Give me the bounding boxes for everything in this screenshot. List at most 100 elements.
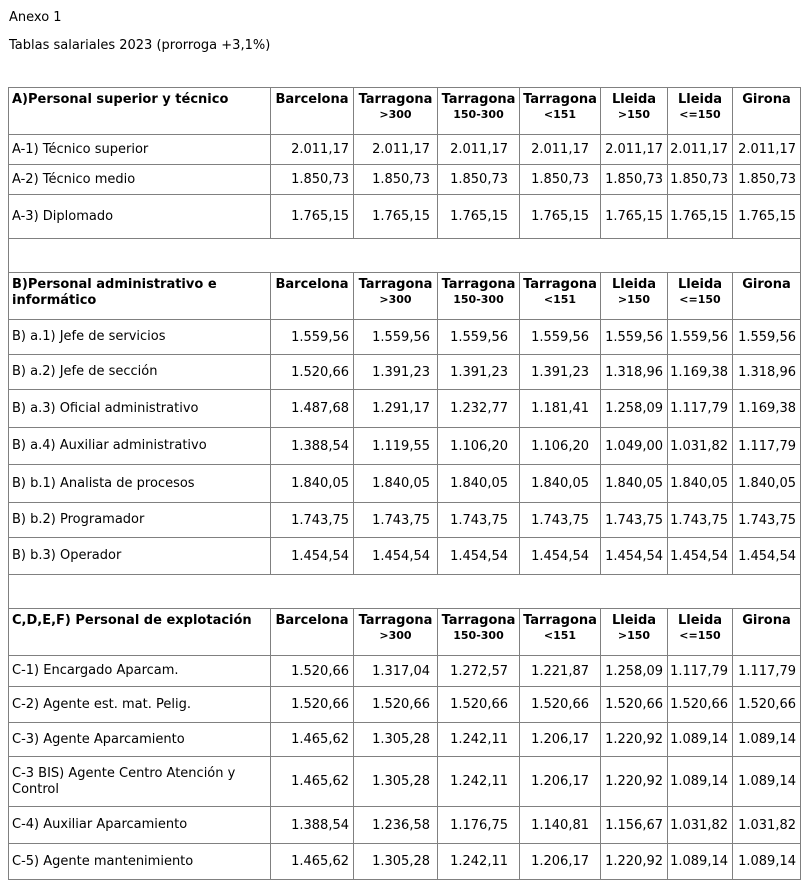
salary-value: 1.258,09: [600, 389, 668, 428]
salary-value: 1.454,54: [270, 537, 354, 575]
salary-value: 1.089,14: [667, 843, 733, 880]
column-subrange: <=150: [679, 108, 721, 121]
row-label: C-5) Agente mantenimiento: [8, 843, 271, 880]
salary-value: 1.291,17: [353, 389, 438, 428]
salary-value: 1.559,56: [270, 319, 354, 355]
column-subrange: <=150: [679, 629, 721, 642]
salary-value: 1.559,56: [667, 319, 733, 355]
column-subrange: <=150: [679, 293, 721, 306]
table-row: A-3) Diplomado 1.765,15 1.765,15 1.765,15 1.…: [8, 194, 801, 239]
column-header: Lleida <=150: [667, 272, 733, 320]
salary-value: 1.520,66: [519, 686, 601, 723]
column-header: Tarragona >300: [353, 87, 438, 135]
salary-table-body: A)Personal superior y técnico Barcelona Ta…: [8, 87, 801, 880]
salary-value: 1.743,75: [600, 502, 668, 538]
column-subrange: >150: [617, 293, 651, 306]
section-title: C,D,E,F) Personal de explotación: [8, 608, 271, 656]
salary-value: 1.031,82: [667, 427, 733, 465]
salary-value: 1.454,54: [353, 537, 438, 575]
salary-value: 1.106,20: [437, 427, 520, 465]
salary-value: 1.559,56: [519, 319, 601, 355]
column-subrange: <151: [543, 293, 577, 306]
salary-value: 1.220,92: [600, 722, 668, 757]
table-row: C-4) Auxiliar Aparcamiento 1.388,54 1.236,…: [8, 806, 801, 844]
salary-value: 1.840,05: [667, 464, 733, 503]
salary-value: 1.391,23: [353, 354, 438, 390]
column-name: Girona: [742, 613, 791, 628]
salary-value: 1.765,15: [519, 194, 601, 239]
salary-value: 1.559,56: [353, 319, 438, 355]
column-header: Tarragona <151: [519, 608, 601, 656]
section-spacer-cell: [8, 574, 801, 609]
salary-value: 1.242,11: [437, 843, 520, 880]
row-label: B) b.3) Operador: [8, 537, 271, 575]
document-subtitle: Tablas salariales 2023 (prorroga +3,1%): [9, 38, 271, 53]
salary-value: 1.559,56: [732, 319, 801, 355]
salary-value: 1.305,28: [353, 843, 438, 880]
table-row: B) a.2) Jefe de sección 1.520,66 1.391,23 1…: [8, 354, 801, 390]
column-name: Lleida: [611, 613, 657, 628]
column-subrange: <151: [543, 629, 577, 642]
column-name: Tarragona: [358, 613, 433, 628]
salary-value: 1.317,04: [353, 655, 438, 687]
row-label: A-2) Técnico medio: [8, 164, 271, 195]
salary-value: 2.011,17: [519, 134, 601, 165]
column-header: Girona: [732, 87, 801, 135]
salary-value: 1.840,05: [600, 464, 668, 503]
salary-value: 1.850,73: [437, 164, 520, 195]
row-label: B) b.1) Analista de procesos: [8, 464, 271, 503]
salary-value: 1.765,15: [270, 194, 354, 239]
salary-value: 1.221,87: [519, 655, 601, 687]
table-row: C-2) Agente est. mat. Pelig. 1.520,66 1.52…: [8, 686, 801, 723]
column-subrange: >150: [617, 629, 651, 642]
column-name: Tarragona: [523, 92, 597, 107]
salary-value: 1.743,75: [732, 502, 801, 538]
salary-value: 1.743,75: [519, 502, 601, 538]
salary-value: 1.206,17: [519, 756, 601, 807]
salary-value: 1.850,73: [600, 164, 668, 195]
column-name: Lleida: [677, 277, 723, 292]
annex-title: Anexo 1: [9, 10, 62, 25]
salary-value: 1.089,14: [732, 843, 801, 880]
salary-value: 1.117,79: [667, 655, 733, 687]
salary-value: 1.119,55: [353, 427, 438, 465]
column-header: Girona: [732, 272, 801, 320]
salary-value: 1.156,67: [600, 806, 668, 844]
salary-value: 1.743,75: [353, 502, 438, 538]
salary-value: 1.242,11: [437, 756, 520, 807]
salary-value: 1.031,82: [732, 806, 801, 844]
table-row: B) b.3) Operador 1.454,54 1.454,54 1.454,54…: [8, 537, 801, 575]
column-name: Tarragona: [441, 92, 516, 107]
salary-value: 2.011,17: [437, 134, 520, 165]
column-subrange: 150-300: [453, 629, 504, 642]
salary-value: 1.089,14: [732, 756, 801, 807]
section-spacer-row: [8, 238, 801, 273]
column-name: Tarragona: [523, 613, 597, 628]
column-subrange: >150: [617, 108, 651, 121]
table-row: C-5) Agente mantenimiento 1.465,62 1.305,2…: [8, 843, 801, 880]
table-row: B) a.1) Jefe de servicios 1.559,56 1.559,5…: [8, 319, 801, 355]
column-name: Tarragona: [358, 277, 433, 292]
salary-value: 1.031,82: [667, 806, 733, 844]
salary-value: 1.520,66: [270, 686, 354, 723]
salary-value: 1.169,38: [732, 389, 801, 428]
salary-value: 1.258,09: [600, 655, 668, 687]
column-header: Tarragona 150-300: [437, 608, 520, 656]
column-subrange: 150-300: [453, 108, 504, 121]
section-spacer-cell: [8, 238, 801, 273]
column-subrange: <151: [543, 108, 577, 121]
row-label: B) b.2) Programador: [8, 502, 271, 538]
salary-value: 1.089,14: [667, 756, 733, 807]
column-header: Tarragona <151: [519, 87, 601, 135]
column-name: Lleida: [677, 92, 723, 107]
salary-value: 1.206,17: [519, 722, 601, 757]
salary-value: 1.049,00: [600, 427, 668, 465]
salary-value: 1.850,73: [519, 164, 601, 195]
table-row: B) b.1) Analista de procesos 1.840,05 1.84…: [8, 464, 801, 503]
salary-value: 1.765,15: [353, 194, 438, 239]
section-title: B)Personal administrativo e informático: [8, 272, 271, 320]
salary-value: 1.305,28: [353, 722, 438, 757]
salary-value: 1.743,75: [437, 502, 520, 538]
salary-value: 1.743,75: [667, 502, 733, 538]
salary-value: 1.520,66: [270, 354, 354, 390]
